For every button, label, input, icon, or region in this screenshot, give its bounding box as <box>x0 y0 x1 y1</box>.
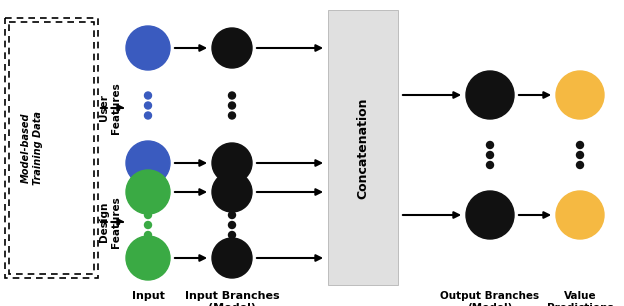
Circle shape <box>487 141 494 148</box>
Text: Input Branches
(Model): Input Branches (Model) <box>185 291 280 306</box>
Circle shape <box>466 191 514 239</box>
Circle shape <box>212 28 252 68</box>
Circle shape <box>228 232 235 238</box>
Circle shape <box>145 112 152 119</box>
Circle shape <box>126 170 170 214</box>
Circle shape <box>145 92 152 99</box>
Circle shape <box>228 92 235 99</box>
Circle shape <box>126 141 170 185</box>
FancyBboxPatch shape <box>328 10 398 285</box>
Circle shape <box>145 102 152 109</box>
Circle shape <box>228 211 235 218</box>
Text: Output Branches
(Model): Output Branches (Model) <box>441 291 540 306</box>
Circle shape <box>145 211 152 218</box>
Circle shape <box>228 102 235 109</box>
Circle shape <box>556 191 604 239</box>
Text: Input: Input <box>132 291 165 301</box>
Circle shape <box>228 112 235 119</box>
Circle shape <box>126 26 170 70</box>
Circle shape <box>145 232 152 238</box>
Text: Design
Features: Design Features <box>99 196 121 248</box>
Circle shape <box>577 141 583 148</box>
Circle shape <box>487 162 494 169</box>
Circle shape <box>145 222 152 229</box>
Circle shape <box>466 71 514 119</box>
Circle shape <box>126 236 170 280</box>
Circle shape <box>487 151 494 159</box>
Circle shape <box>556 71 604 119</box>
Text: User
Features: User Features <box>99 82 121 134</box>
Circle shape <box>212 238 252 278</box>
Text: Concatenation: Concatenation <box>356 97 369 199</box>
Text: Model-based
Training Data: Model-based Training Data <box>21 111 43 185</box>
Circle shape <box>212 172 252 212</box>
Circle shape <box>577 151 583 159</box>
Text: Value
Predictions: Value Predictions <box>547 291 613 306</box>
Circle shape <box>577 162 583 169</box>
Circle shape <box>212 143 252 183</box>
Circle shape <box>228 222 235 229</box>
